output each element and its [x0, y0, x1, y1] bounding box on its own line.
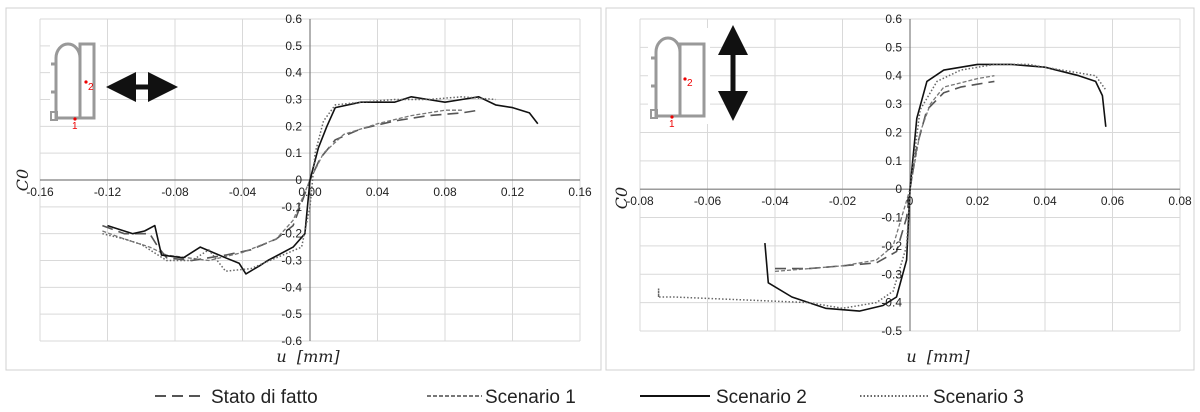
y-tick-label: -0.1 — [881, 211, 902, 225]
legend-item-scenario-1: Scenario 1 — [427, 387, 576, 408]
inset-point-label-2: 2 — [88, 82, 94, 93]
y-tick-label: 0.4 — [285, 66, 302, 80]
inset-point-label-1: 1 — [72, 121, 78, 132]
x-tick-label: -0.08 — [626, 194, 654, 208]
y-tick-label: 0.1 — [285, 146, 302, 160]
legend: Stato di fatto Scenario 1 Scenario 2 Sce… — [155, 387, 1024, 408]
y-tick-label: 0 — [295, 173, 302, 187]
inset-point-label-1: 1 — [669, 119, 675, 130]
legend-item-scenario-3: Scenario 3 — [860, 387, 1024, 408]
series-line-s3 — [102, 96, 496, 272]
y-tick-label: -0.6 — [281, 334, 302, 348]
x-tick-label: 0.06 — [1101, 194, 1125, 208]
legend-item-stato-di-fatto: Stato di fatto — [155, 387, 318, 408]
series-line-s1 — [102, 109, 462, 262]
x-tick-label: 0.16 — [568, 185, 592, 199]
y-tick-label: 0.1 — [885, 154, 902, 168]
y-tick-label: 0.3 — [885, 97, 902, 111]
x-tick-label: 0.08 — [1168, 194, 1192, 208]
legend-label: Scenario 1 — [485, 387, 576, 408]
chart-panel-left: -0.6 -0.5 -0.4 -0.3 -0.2 -0.1 0 0.1 0.2 0.3 0.4 0.5… — [5, 7, 602, 371]
panel-frame — [5, 7, 602, 371]
x-tick-label: 0.12 — [501, 185, 525, 199]
x-tick-label: 0.02 — [966, 194, 990, 208]
x-tick-label: -0.06 — [694, 194, 722, 208]
series-line-stato — [102, 109, 479, 262]
y-tick-label: 0.3 — [285, 93, 302, 107]
y-tick-label: -0.1 — [281, 200, 302, 214]
y-tick-label: 0 — [895, 182, 902, 196]
x-tick-label: 0.00 — [298, 185, 322, 199]
y-tick-label: 0.6 — [285, 12, 302, 26]
y-tick-label: -0.2 — [881, 239, 902, 253]
series-line-s3 — [657, 63, 1107, 310]
x-tick-label: 0.04 — [1033, 194, 1057, 208]
y-tick-label: 0.5 — [885, 40, 902, 54]
x-axis-title: u [mm] — [906, 347, 970, 366]
y-tick-label: 0.5 — [285, 39, 302, 53]
x-tick-label: -0.04 — [229, 185, 257, 199]
y-tick-label: -0.2 — [281, 227, 302, 241]
inset-point-label-2: 2 — [687, 78, 693, 89]
y-axis-title: C0 — [13, 169, 32, 191]
y-tick-label: -0.4 — [881, 296, 902, 310]
legend-label: Stato di fatto — [211, 387, 318, 408]
y-tick-label: -0.3 — [281, 254, 302, 268]
legend-label: Scenario 2 — [716, 387, 807, 408]
y-tick-label: -0.4 — [281, 280, 302, 294]
legend-label: Scenario 3 — [933, 387, 1024, 408]
y-axis-title: C0 — [612, 187, 631, 209]
x-tick-label: 0 — [907, 194, 914, 208]
y-tick-label: -0.3 — [881, 267, 902, 281]
x-tick-label: -0.12 — [94, 185, 122, 199]
building-plan-inset: 1 2 — [648, 28, 710, 130]
x-tick-label: 0.04 — [366, 185, 390, 199]
y-tick-label: 0.2 — [285, 119, 302, 133]
data-series — [102, 96, 539, 275]
tick-labels: -0.6 -0.5 -0.4 -0.3 -0.2 -0.1 0 0.1 0.2 0.3 0.4 0.5… — [26, 12, 592, 348]
series-line-s2 — [764, 63, 1107, 312]
x-axis-title: u [mm] — [276, 347, 340, 366]
data-series — [657, 63, 1107, 312]
y-tick-label: -0.5 — [281, 307, 302, 321]
y-tick-label: 0.2 — [885, 125, 902, 139]
x-tick-label: 0.08 — [433, 185, 457, 199]
y-tick-label: 0.4 — [885, 69, 902, 83]
x-tick-label: -0.16 — [26, 185, 54, 199]
tick-labels: -0.5 -0.4 -0.3 -0.2 -0.1 0 0.1 0.2 0.3 0.4 0.5 0.6 -… — [626, 12, 1192, 338]
series-line-s2 — [107, 96, 539, 275]
y-tick-label: -0.5 — [881, 324, 902, 338]
x-tick-label: -0.08 — [161, 185, 189, 199]
x-tick-label: -0.04 — [761, 194, 789, 208]
legend-item-scenario-2: Scenario 2 — [640, 387, 807, 408]
x-tick-label: -0.02 — [829, 194, 857, 208]
y-tick-label: 0.6 — [885, 12, 902, 26]
chart-panel-right: -0.5 -0.4 -0.3 -0.2 -0.1 0 0.1 0.2 0.3 0.4 0.5 0.6 -… — [605, 7, 1195, 371]
building-plan-inset: 1 2 — [50, 36, 100, 132]
